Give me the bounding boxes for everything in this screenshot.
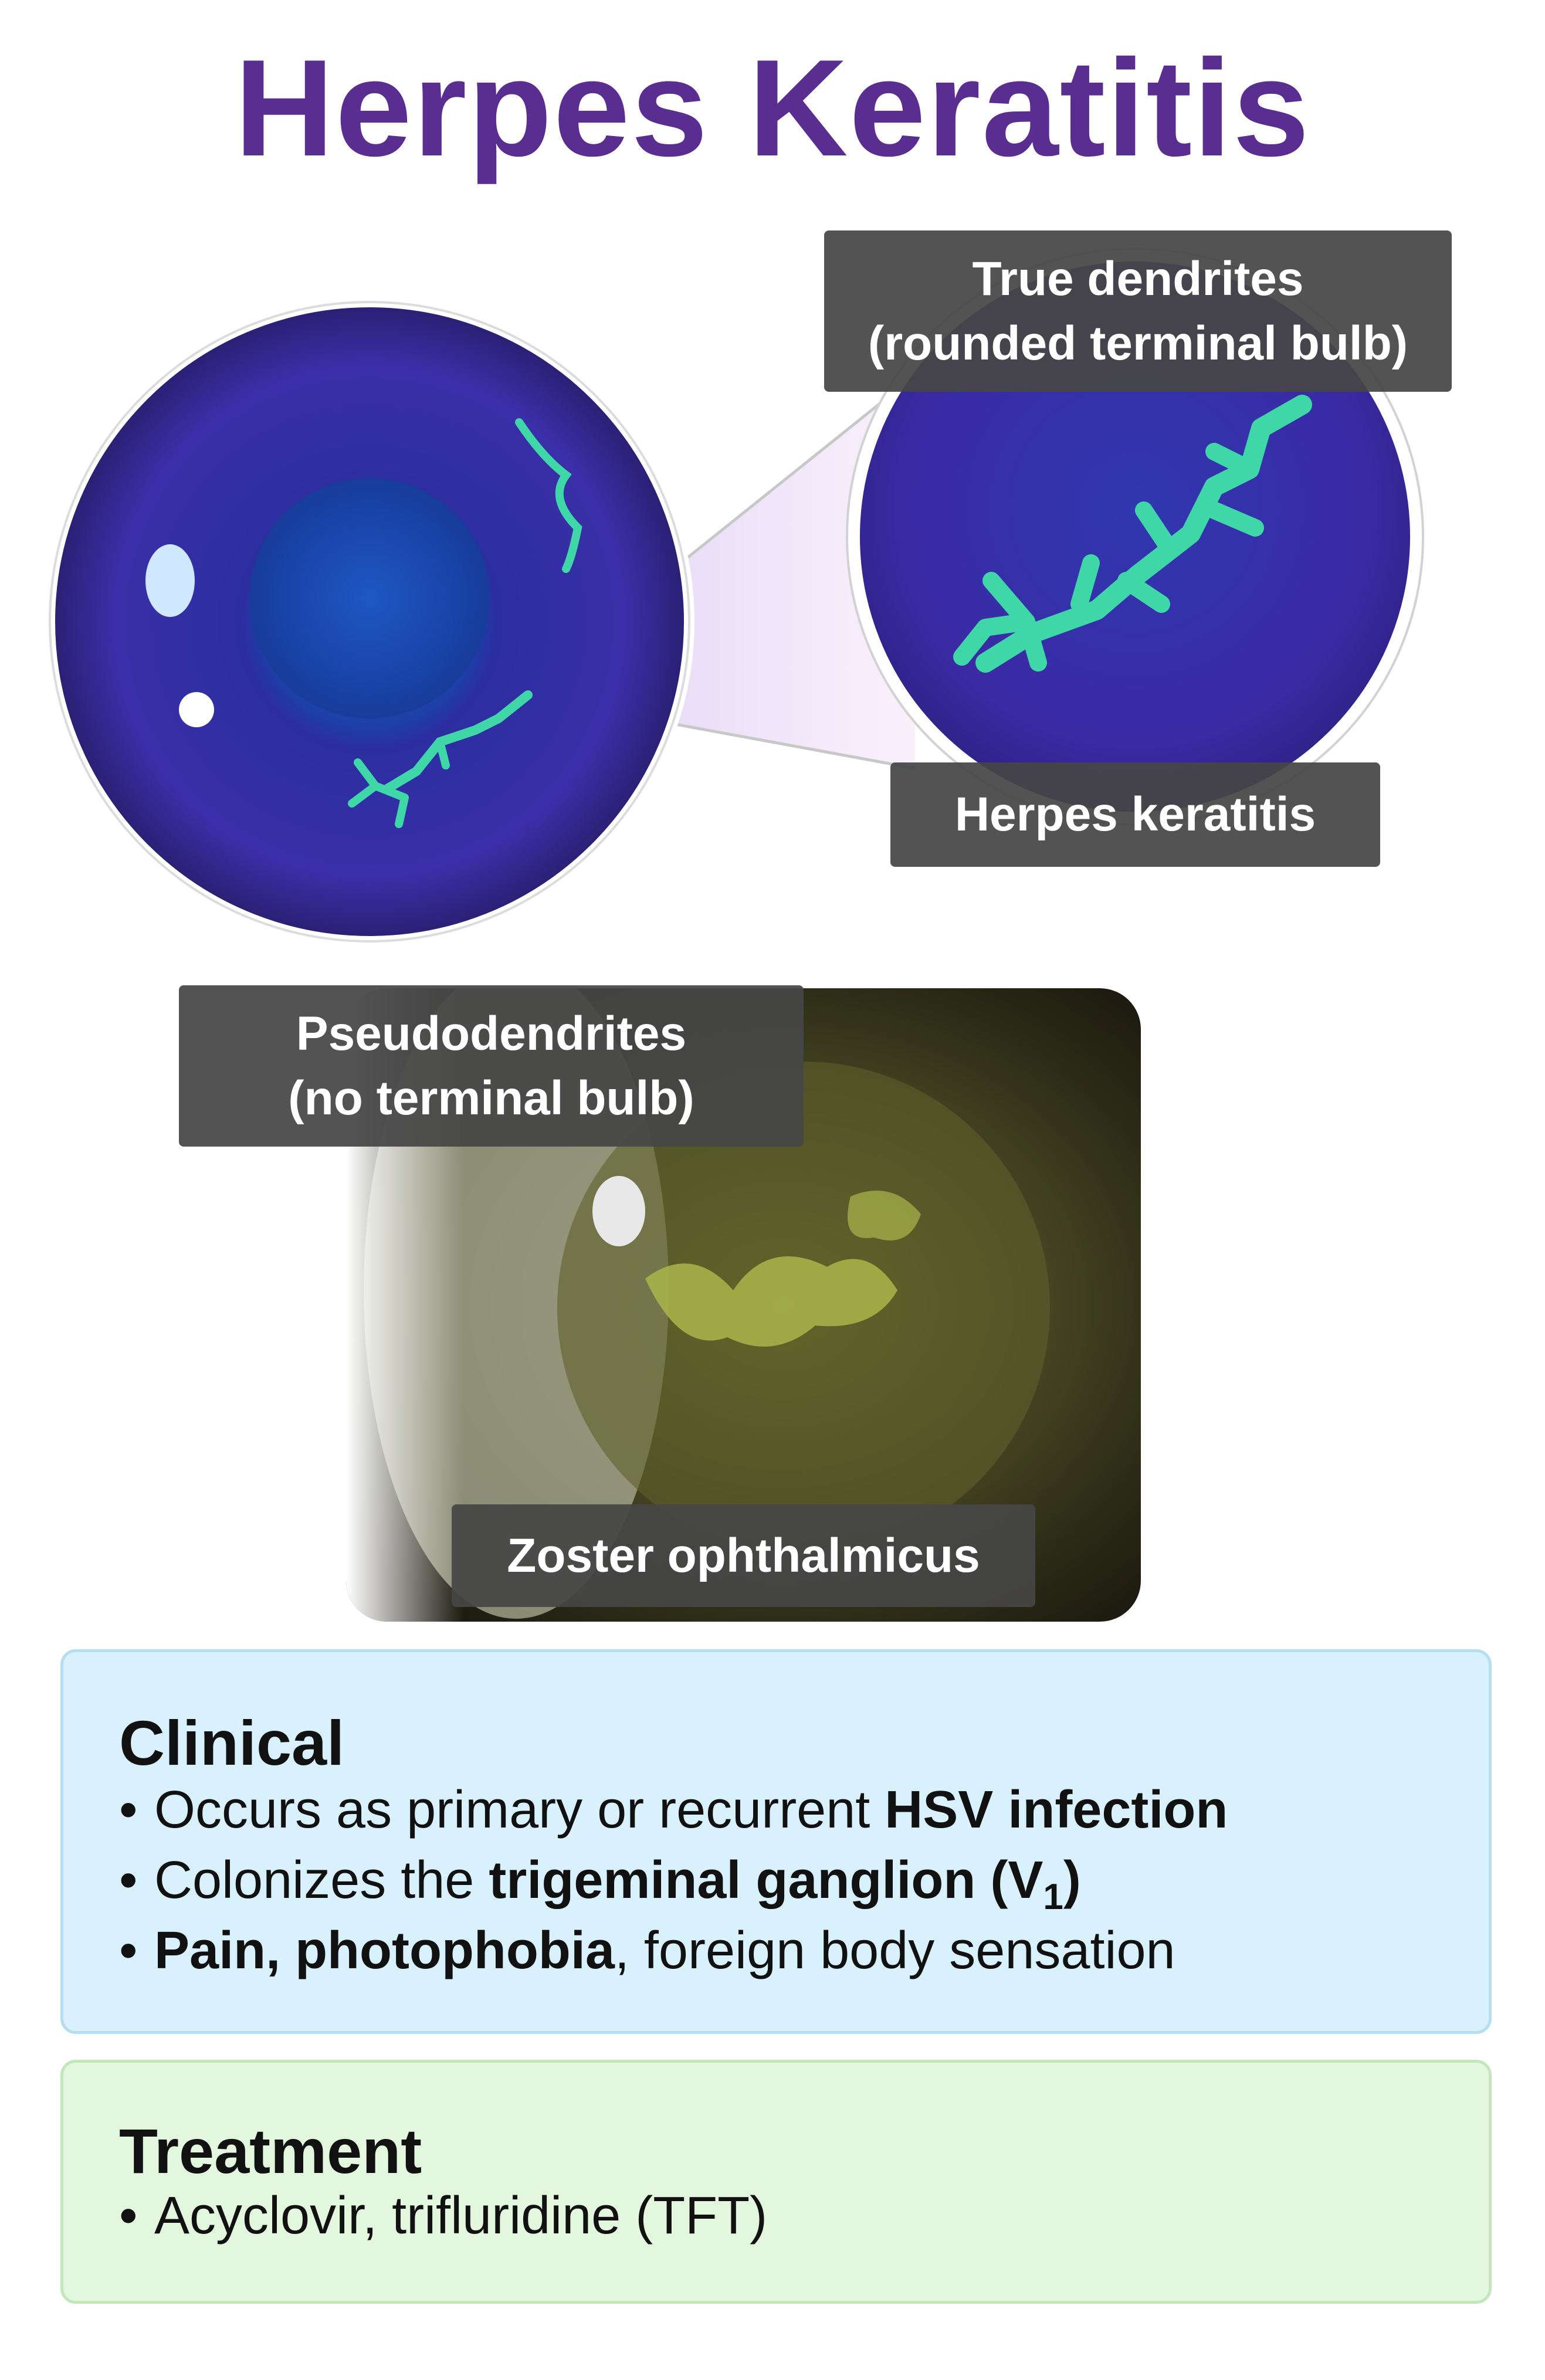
clinical-bullet-1: • Occurs as primary or recurrent HSV infe… bbox=[119, 1781, 1228, 1839]
treatment-box: Treatment • Acyclovir, trifluridine (TFT) bbox=[60, 2060, 1492, 2304]
treatment-bullet-1: • Acyclovir, trifluridine (TFT) bbox=[119, 2186, 768, 2245]
page-title: Herpes Keratitis bbox=[234, 30, 1311, 185]
clinical-box: Clinical • Occurs as primary or recurrent… bbox=[60, 1649, 1492, 2034]
eye-image bbox=[45, 297, 694, 947]
clinical-bullet-2: • Colonizes the trigeminal ganglion (V1) bbox=[119, 1851, 1081, 1917]
clinical-heading: Clinical bbox=[119, 1707, 345, 1778]
clinical-bullet-3: • Pain, photophobia, foreign body sensati… bbox=[119, 1921, 1175, 1980]
herpes-keratitis-label: Herpes keratitis bbox=[890, 762, 1380, 867]
zoster-label: Zoster ophthalmicus bbox=[452, 1504, 1035, 1607]
pseudodendrites-label: Pseudodendrites (no terminal bulb) bbox=[179, 985, 804, 1147]
treatment-heading: Treatment bbox=[119, 2115, 422, 2186]
true-dendrites-label: True dendrites (rounded terminal bulb) bbox=[824, 230, 1452, 392]
